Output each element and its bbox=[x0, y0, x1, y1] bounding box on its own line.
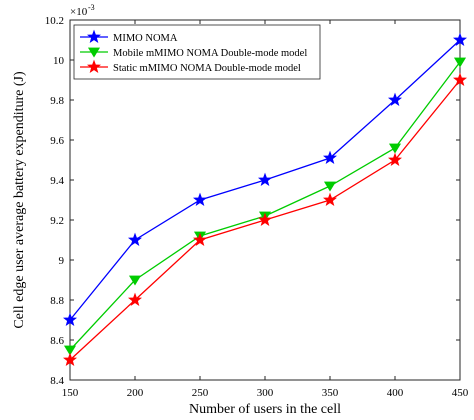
data-point-2-6 bbox=[452, 72, 468, 86]
data-point-2-4 bbox=[322, 192, 338, 206]
y-tick-label: 8.8 bbox=[50, 295, 64, 307]
data-point-1-5 bbox=[388, 143, 402, 154]
legend-marker-mobile-mmimo bbox=[87, 47, 101, 58]
y-tick-label: 9 bbox=[59, 255, 65, 267]
data-point-0-0 bbox=[62, 312, 78, 326]
axis-ticks: 150 200 250 300 350 400 450 8.4 8.6 8.8 9 9.2 9.4 9.6… bbox=[45, 15, 469, 399]
y-axis-label: Cell edge user average battery expenditu… bbox=[12, 71, 27, 329]
x-tick-label: 300 bbox=[257, 387, 274, 399]
legend-marker-shape-1 bbox=[87, 47, 101, 58]
data-point-2-2 bbox=[192, 232, 208, 246]
legend: MIMO NOMA Mobile mMIMO NOMA Double-mode … bbox=[73, 24, 321, 80]
data-point-0-6 bbox=[452, 32, 468, 46]
data-point-1-4 bbox=[323, 181, 337, 192]
data-point-1-1 bbox=[128, 275, 142, 286]
x-tick-label: 400 bbox=[387, 387, 404, 399]
data-point-2-3 bbox=[257, 212, 273, 226]
x-tick-label: 450 bbox=[452, 387, 469, 399]
legend-label-static-mmimo: Static mMIMO NOMA Double-mode model bbox=[113, 63, 301, 74]
y-exponent-power: -3 bbox=[88, 3, 95, 12]
x-axis-label: Number of users in the cell bbox=[189, 402, 341, 417]
x-tick-label: 350 bbox=[322, 387, 339, 399]
legend-marker-shape-2 bbox=[86, 59, 102, 73]
data-point-2-5 bbox=[387, 152, 403, 166]
legend-label-mobile-mmimo: Mobile mMIMO NOMA Double-mode model bbox=[113, 48, 307, 59]
y-tick-label: 10 bbox=[53, 55, 65, 67]
plot-area bbox=[69, 19, 461, 381]
data-point-0-5 bbox=[387, 92, 403, 106]
data-point-2-1 bbox=[127, 292, 143, 306]
data-point-0-2 bbox=[192, 192, 208, 206]
data-point-1-6 bbox=[453, 57, 467, 68]
y-tick-label: 9.4 bbox=[50, 175, 64, 187]
y-tick-label: 9.6 bbox=[50, 135, 64, 147]
y-tick-label: 9.2 bbox=[50, 215, 64, 227]
y-exponent-base: ×10 bbox=[70, 6, 88, 18]
y-tick-label: 9.8 bbox=[50, 95, 64, 107]
x-tick-label: 150 bbox=[62, 387, 79, 399]
y-tick-label: 10.2 bbox=[45, 15, 64, 27]
legend-label-mimo-noma: MIMO NOMA bbox=[113, 33, 178, 44]
legend-box bbox=[73, 24, 321, 80]
data-point-2-0 bbox=[62, 352, 78, 366]
legend-entry-mimo-noma: MIMO NOMA bbox=[80, 29, 178, 44]
x-tick-label: 200 bbox=[127, 387, 144, 399]
legend-entry-static-mmimo: Static mMIMO NOMA Double-mode model bbox=[80, 59, 301, 74]
data-point-0-4 bbox=[322, 150, 338, 164]
legend-marker-shape-0 bbox=[86, 29, 102, 43]
data-point-1-0 bbox=[63, 345, 77, 356]
x-tick-label: 250 bbox=[192, 387, 209, 399]
legend-marker-static-mmimo bbox=[86, 59, 102, 73]
y-tick-label: 8.4 bbox=[50, 375, 64, 387]
y-tick-label: 8.6 bbox=[50, 335, 64, 347]
legend-marker-mimo-noma bbox=[86, 29, 102, 43]
legend-entry-mobile-mmimo: Mobile mMIMO NOMA Double-mode model bbox=[80, 47, 307, 59]
series-layer bbox=[62, 32, 468, 366]
data-point-0-1 bbox=[127, 232, 143, 246]
data-point-0-3 bbox=[257, 172, 273, 186]
